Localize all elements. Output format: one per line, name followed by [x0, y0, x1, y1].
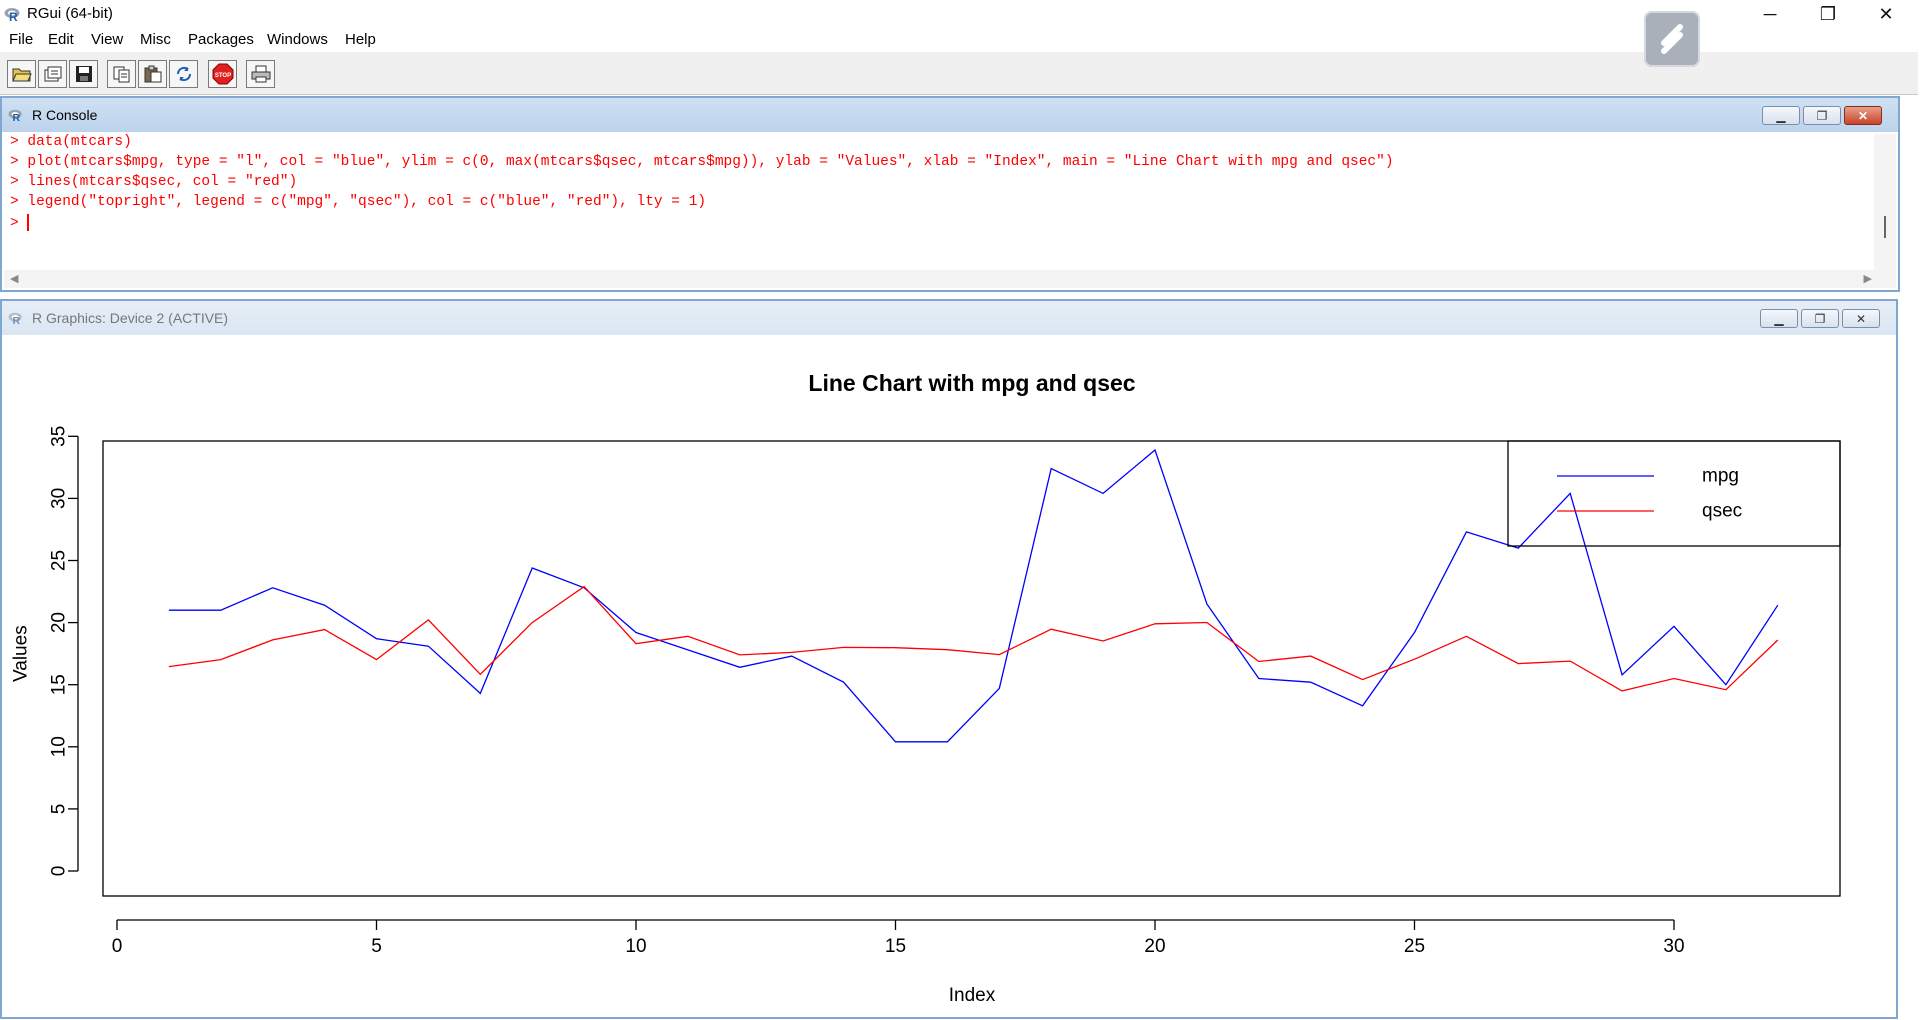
print-button[interactable]	[246, 60, 275, 88]
legend-box	[1507, 440, 1841, 547]
plot-frame	[102, 440, 1841, 897]
menu-packages[interactable]: Packages	[188, 31, 254, 48]
console-vertical-scrollbar[interactable]	[1874, 134, 1896, 284]
r-logo-icon: R	[8, 311, 24, 330]
x-tick-label: 10	[625, 936, 646, 957]
app-title: RGui (64-bit)	[27, 5, 113, 22]
x-tick-label: 0	[112, 936, 123, 957]
r-logo-icon: R	[8, 108, 24, 127]
mdi-workspace: R R Console ▁ ❐ ✕ > data(mtcars) > plot(…	[0, 95, 1920, 1020]
y-tick-label: 10	[49, 736, 70, 757]
x-tick-label: 25	[1404, 936, 1425, 957]
console-window[interactable]: R R Console ▁ ❐ ✕ > data(mtcars) > plot(…	[0, 96, 1900, 292]
plot-canvas: Line Chart with mpg and qsec 0 5 10 15 20 25 30…	[11, 370, 1841, 1006]
console-close-button[interactable]: ✕	[1844, 106, 1882, 125]
app-title-bar: R RGui (64-bit) ─ ❐ ✕	[0, 0, 1920, 28]
text-cursor	[27, 214, 30, 231]
toolbar: STOP	[0, 52, 1918, 95]
console-horizontal-scrollbar[interactable]: ◀ ▶	[4, 270, 1896, 288]
console-minimize-button[interactable]: ▁	[1762, 106, 1800, 125]
y-tick-label: 15	[49, 674, 70, 695]
x-tick-label: 5	[371, 936, 382, 957]
graphics-minimize-button[interactable]: ▁	[1760, 309, 1798, 328]
open-script-icon	[11, 68, 32, 82]
console-title-bar: R R Console ▁ ❐ ✕	[2, 98, 1898, 132]
stop-icon: STOP	[212, 63, 233, 85]
console-output[interactable]: > data(mtcars) > plot(mtcars$mpg, type =…	[10, 134, 1868, 252]
y-tick-label: 25	[49, 550, 70, 571]
menu-view[interactable]: View	[91, 31, 124, 48]
menu-windows[interactable]: Windows	[267, 31, 328, 48]
print-icon	[251, 65, 270, 83]
stop-button[interactable]: STOP	[208, 60, 237, 88]
legend-label: mpg	[1702, 466, 1739, 487]
console-prompt-line[interactable]: >	[10, 214, 30, 232]
console-maximize-button[interactable]: ❐	[1803, 106, 1841, 125]
svg-text:R: R	[13, 315, 21, 325]
y-tick-label: 0	[49, 866, 70, 877]
scroll-left-icon[interactable]: ◀	[10, 273, 19, 285]
y-tick-label: 20	[49, 612, 70, 633]
restore-window-button[interactable]: ❐	[1819, 3, 1837, 24]
floating-app-icon[interactable]	[1644, 11, 1700, 67]
svg-text:R: R	[13, 112, 21, 122]
graphics-title: R Graphics: Device 2 (ACTIVE)	[32, 310, 229, 326]
series-line-mpg	[168, 448, 1779, 743]
save-workspace-button[interactable]	[69, 60, 98, 88]
minimize-window-button[interactable]: ─	[1763, 3, 1777, 24]
minimize-icon: ▁	[1776, 108, 1786, 123]
console-line: > lines(mtcars$qsec, col = "red")	[10, 174, 298, 190]
console-prompt: >	[10, 215, 28, 232]
maximize-icon: ❐	[1814, 311, 1826, 326]
close-window-button[interactable]: ✕	[1878, 3, 1894, 24]
r-logo-icon: R	[4, 6, 22, 27]
menu-help[interactable]: Help	[345, 31, 376, 48]
graphics-maximize-button[interactable]: ❐	[1801, 309, 1839, 328]
link-icon	[1661, 24, 1683, 54]
load-workspace-button[interactable]	[38, 60, 67, 88]
series-line-qsec	[168, 585, 1779, 692]
paste-button[interactable]	[138, 60, 167, 88]
refresh-icon	[176, 66, 191, 82]
menu-edit[interactable]: Edit	[48, 31, 74, 48]
load-workspace-icon	[44, 66, 61, 82]
save-workspace-icon	[75, 66, 92, 82]
graphics-close-button[interactable]: ✕	[1842, 309, 1880, 328]
y-axis-label: Values	[11, 625, 32, 682]
console-line: > data(mtcars)	[10, 134, 132, 150]
open-script-button[interactable]	[7, 60, 36, 88]
copy-icon	[113, 66, 129, 83]
x-tick-label: 15	[885, 936, 906, 957]
console-line: > legend("topright", legend = c("mpg", "…	[10, 194, 707, 210]
refresh-button[interactable]	[169, 60, 198, 88]
x-tick-label: 20	[1144, 936, 1165, 957]
legend-label: qsec	[1702, 501, 1742, 522]
close-icon: ✕	[1857, 108, 1869, 123]
console-line: > plot(mtcars$mpg, type = "l", col = "bl…	[10, 154, 1394, 170]
minimize-icon: ▁	[1774, 311, 1784, 326]
paste-icon	[144, 65, 161, 83]
scroll-right-icon[interactable]: ▶	[1863, 273, 1872, 285]
svg-text:STOP: STOP	[214, 73, 230, 79]
x-axis-label: Index	[949, 985, 996, 1006]
console-title: R Console	[32, 107, 98, 123]
copy-button[interactable]	[107, 60, 136, 88]
y-tick-label: 35	[49, 426, 70, 447]
y-tick-label: 30	[49, 488, 70, 509]
graphics-title-bar: R R Graphics: Device 2 (ACTIVE) ▁ ❐ ✕	[2, 301, 1896, 335]
close-icon: ✕	[1855, 311, 1867, 326]
menu-file[interactable]: File	[9, 31, 34, 48]
maximize-icon: ❐	[1816, 108, 1828, 123]
chart-title: Line Chart with mpg and qsec	[808, 370, 1135, 396]
graphics-window[interactable]: R R Graphics: Device 2 (ACTIVE) ▁ ❐ ✕ Li…	[0, 299, 1898, 1019]
svg-text:R: R	[9, 10, 18, 22]
x-tick-label: 30	[1663, 936, 1684, 957]
scroll-thumb[interactable]	[1884, 216, 1886, 238]
menu-misc[interactable]: Misc	[140, 31, 171, 48]
y-tick-label: 5	[49, 804, 70, 815]
menu-bar: File Edit View Misc Packages Windows Hel…	[0, 28, 1920, 52]
